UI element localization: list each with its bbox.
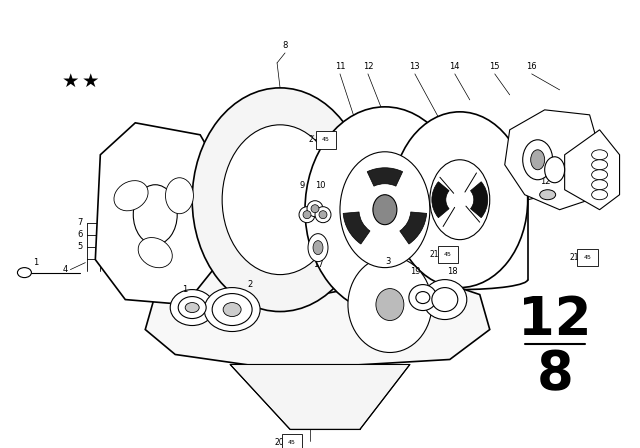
Ellipse shape (308, 234, 328, 262)
Ellipse shape (416, 292, 430, 304)
Polygon shape (505, 110, 600, 210)
Text: 1: 1 (182, 285, 188, 294)
Text: 45: 45 (584, 255, 591, 260)
Ellipse shape (423, 280, 467, 319)
Ellipse shape (133, 185, 177, 245)
Text: 3: 3 (385, 257, 390, 266)
Ellipse shape (591, 180, 607, 190)
Ellipse shape (185, 302, 199, 313)
Ellipse shape (591, 160, 607, 170)
Ellipse shape (204, 288, 260, 332)
Text: 15: 15 (490, 62, 500, 71)
Ellipse shape (303, 211, 311, 219)
Text: 13: 13 (410, 62, 420, 71)
Polygon shape (564, 130, 620, 210)
Ellipse shape (307, 201, 323, 217)
Text: 6: 6 (77, 230, 83, 239)
Ellipse shape (545, 157, 564, 183)
Text: 2′—: 2′— (308, 135, 322, 144)
Polygon shape (230, 365, 410, 429)
Ellipse shape (223, 302, 241, 317)
Text: 11: 11 (335, 62, 345, 71)
Ellipse shape (432, 288, 458, 311)
Text: 21—: 21— (570, 253, 587, 262)
Text: 8: 8 (282, 41, 288, 51)
Text: 16: 16 (526, 62, 537, 71)
Wedge shape (470, 182, 488, 218)
Ellipse shape (166, 178, 193, 214)
Text: 12: 12 (540, 177, 551, 186)
Ellipse shape (376, 289, 404, 320)
Ellipse shape (340, 152, 430, 267)
Text: 18: 18 (447, 267, 458, 276)
Text: 2: 2 (248, 280, 253, 289)
Text: 8: 8 (536, 349, 573, 401)
Wedge shape (367, 168, 403, 186)
Ellipse shape (319, 211, 327, 219)
Ellipse shape (138, 237, 172, 268)
Text: 21—: 21— (430, 250, 447, 259)
Text: 17: 17 (313, 260, 323, 269)
Ellipse shape (523, 140, 553, 180)
Wedge shape (400, 212, 427, 244)
Ellipse shape (531, 150, 545, 170)
Ellipse shape (392, 112, 528, 288)
Ellipse shape (305, 107, 465, 313)
Wedge shape (432, 182, 449, 218)
Ellipse shape (591, 150, 607, 160)
Text: 19: 19 (410, 267, 420, 276)
Ellipse shape (315, 207, 331, 223)
Text: 10: 10 (315, 181, 325, 190)
Ellipse shape (114, 181, 148, 211)
Ellipse shape (170, 289, 214, 326)
Ellipse shape (313, 241, 323, 254)
Wedge shape (343, 212, 370, 244)
Ellipse shape (311, 205, 319, 213)
Text: 4: 4 (63, 265, 68, 274)
Text: 12: 12 (518, 293, 591, 345)
Text: 7: 7 (77, 218, 83, 227)
Text: ★: ★ (61, 73, 79, 91)
Ellipse shape (17, 267, 31, 278)
Text: 45: 45 (288, 440, 296, 445)
Ellipse shape (178, 297, 206, 319)
Text: ★: ★ (81, 73, 99, 91)
Text: 9: 9 (300, 181, 305, 190)
Ellipse shape (540, 190, 556, 200)
Ellipse shape (348, 257, 432, 353)
Ellipse shape (299, 207, 315, 223)
Ellipse shape (222, 125, 338, 275)
Text: 14: 14 (449, 62, 460, 71)
Text: 20—: 20— (274, 438, 291, 447)
Ellipse shape (373, 195, 397, 225)
Ellipse shape (409, 284, 437, 310)
Text: 12: 12 (363, 62, 373, 71)
Text: 1: 1 (33, 258, 38, 267)
Text: 45: 45 (444, 252, 452, 257)
Ellipse shape (591, 190, 607, 200)
Text: 45: 45 (322, 137, 330, 142)
Ellipse shape (212, 293, 252, 326)
Ellipse shape (192, 88, 368, 311)
Ellipse shape (430, 160, 490, 240)
Ellipse shape (591, 170, 607, 180)
Polygon shape (145, 267, 490, 370)
Polygon shape (95, 123, 223, 305)
Text: 5: 5 (77, 242, 83, 251)
